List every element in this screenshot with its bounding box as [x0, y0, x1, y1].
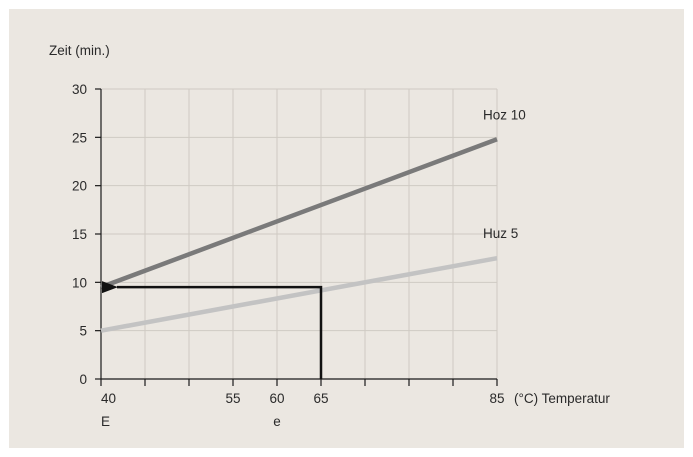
y-tick-label: 30: [72, 82, 87, 97]
reading-path-line: [102, 281, 323, 379]
x-tick-sublabel: e: [273, 414, 281, 429]
series-label: Huz 5: [483, 226, 518, 241]
y-tick-label: 25: [72, 130, 87, 145]
series-line-2: [100, 255, 498, 333]
x-tick-label: 55: [225, 391, 240, 406]
x-tick-sublabel: E: [101, 414, 110, 429]
y-axis-title: Zeit (min.): [49, 43, 110, 58]
y-tick-label: 0: [79, 372, 87, 387]
series-label: Hoz 10: [483, 107, 526, 122]
x-tick-label: 65: [313, 391, 328, 406]
y-tick-label: 15: [72, 227, 87, 242]
x-tick-label: 40: [101, 391, 116, 406]
y-tick-label: 5: [79, 324, 87, 339]
grid: [101, 88, 498, 379]
x-tick-label: 85: [489, 391, 504, 406]
y-tick-label: 10: [72, 275, 87, 290]
labels: 0 5 10 15 20 25 30 40 E 55 60 e 65 85 (°C) Temperatur Z…: [49, 43, 610, 429]
y-tick-label: 20: [72, 179, 87, 194]
x-tick-label: 60: [269, 391, 284, 406]
chart-panel: 0 5 10 15 20 25 30 40 E 55 60 e 65 85 (°C) Temperatur Z…: [9, 9, 684, 448]
x-axis-title: (°C) Temperatur: [514, 391, 610, 406]
line-chart: 0 5 10 15 20 25 30 40 E 55 60 e 65 85 (°C) Temperatur Z…: [49, 43, 610, 429]
axes: [95, 88, 498, 386]
reading-path: [102, 281, 323, 379]
series-line-1: [100, 137, 498, 290]
series-lines: [100, 137, 498, 333]
